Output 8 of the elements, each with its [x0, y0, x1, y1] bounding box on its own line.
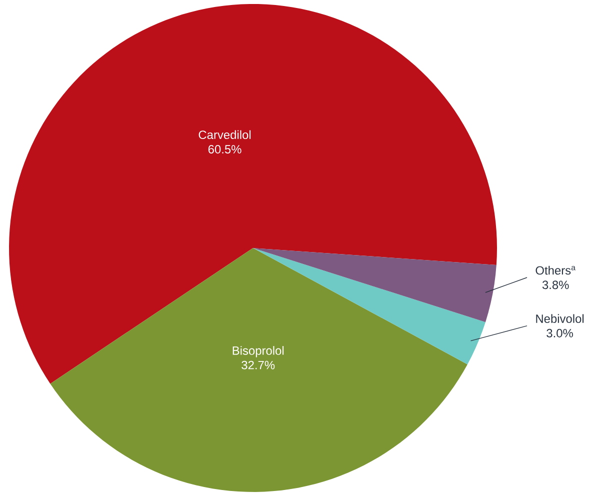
data-label: 60.5%	[208, 145, 242, 154]
slice-label: Carvedilol	[198, 130, 251, 140]
data-label: 3.0%	[546, 328, 573, 338]
data-label: 3.8%	[542, 280, 569, 290]
slice-label: Nebivolol	[536, 314, 584, 323]
data-label: 32.7%	[242, 360, 275, 370]
slice-label: Others$^{a}$	[536, 266, 576, 275]
slice-label: Bisoprolol	[232, 346, 284, 358]
